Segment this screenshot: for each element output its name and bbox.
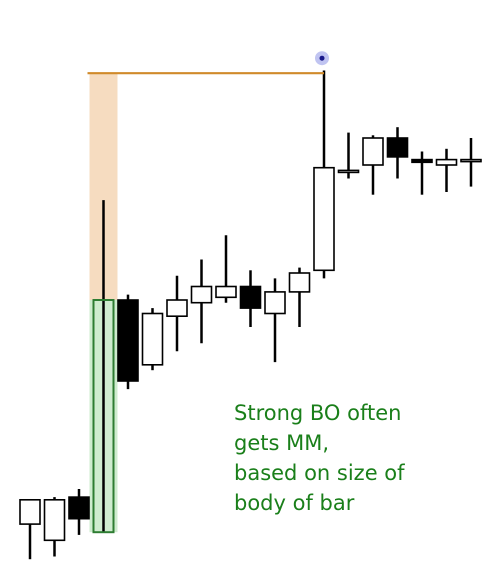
target-marker-dot	[319, 55, 325, 61]
candle-body-16	[411, 158, 433, 164]
annotation-line-2: gets MM,	[234, 431, 330, 455]
candle-body-0	[19, 498, 41, 525]
candle-body-7	[190, 285, 213, 304]
candle-body-5	[141, 312, 164, 366]
annotation-line-3: based on size of	[234, 461, 405, 485]
candle-body-8	[215, 285, 237, 299]
candle-body-2	[68, 496, 90, 520]
candle-body-4	[117, 299, 139, 382]
candle-body-14	[362, 137, 384, 166]
candle-body-11	[288, 272, 311, 293]
candle-body-1	[43, 498, 66, 542]
candle-body-15	[386, 137, 409, 158]
candle-body-18	[460, 158, 482, 163]
candle-body-3	[92, 299, 115, 534]
candle-body-10	[264, 291, 286, 315]
annotation-text: Strong BO often gets MM, based on size o…	[234, 398, 474, 518]
candle-body-12	[313, 166, 335, 272]
candle-body-9	[239, 285, 262, 309]
candle-body-6	[166, 299, 188, 318]
annotation-line-1: Strong BO often	[234, 401, 402, 425]
candle-body-13	[337, 169, 360, 174]
annotation-line-4: body of bar	[234, 491, 355, 515]
candle-body-17	[435, 158, 458, 166]
